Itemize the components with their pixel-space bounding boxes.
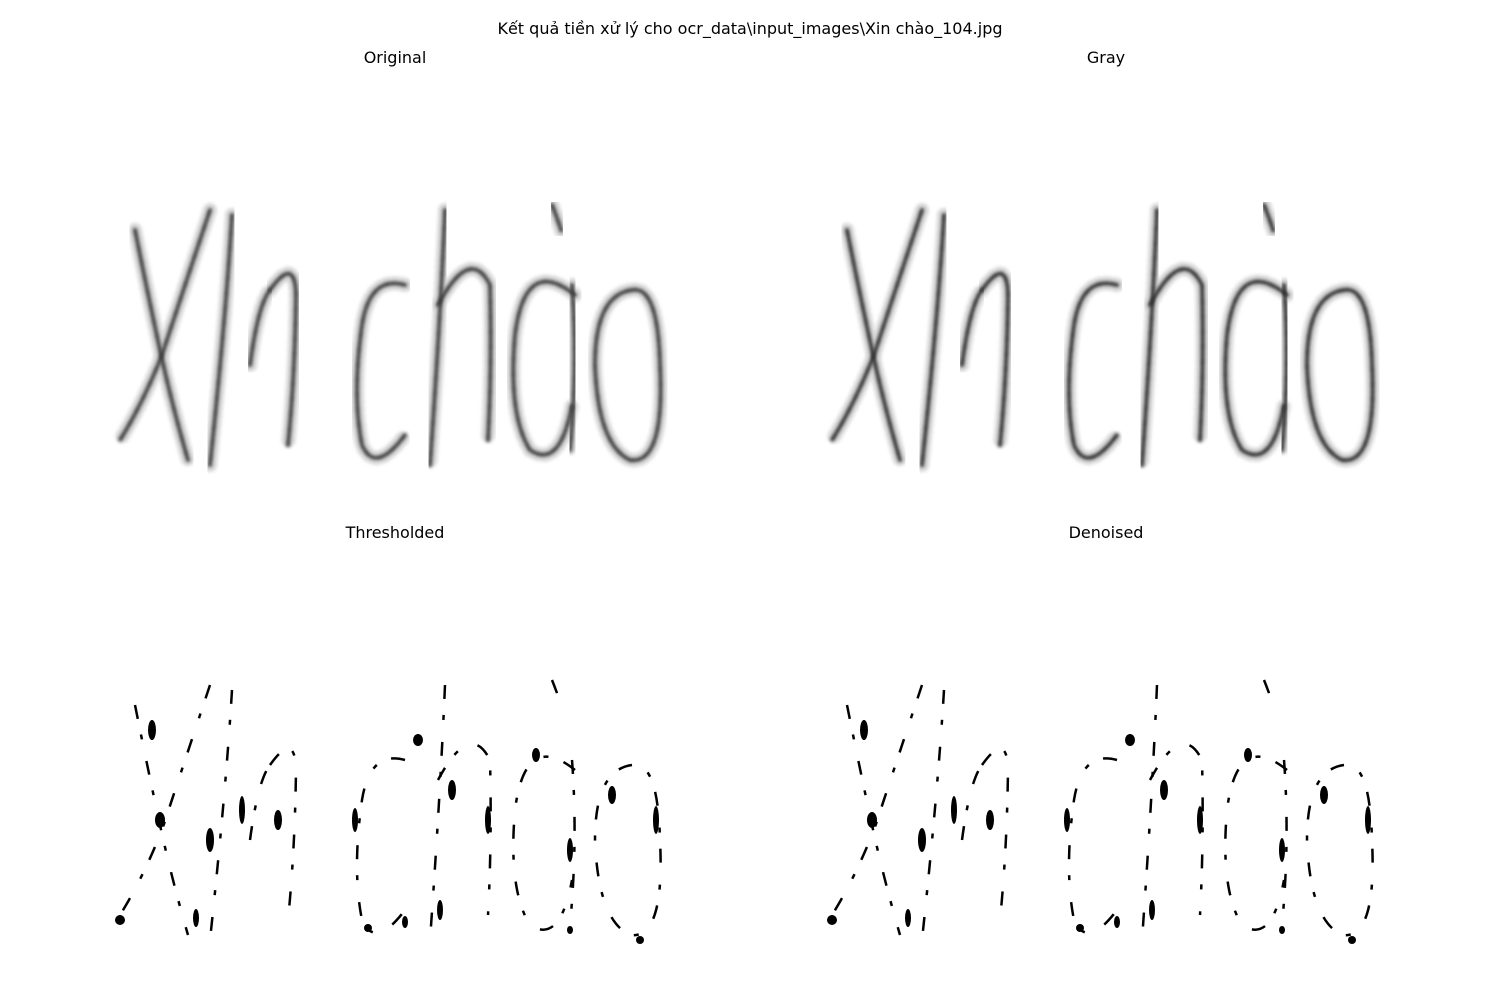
binary-blob	[567, 838, 573, 862]
binary-stroke	[1262, 679, 1276, 709]
binary-blob	[352, 808, 358, 832]
panel-title-denoised: Denoised	[1068, 523, 1144, 542]
binary-blob	[860, 720, 868, 740]
binary-blob	[1149, 900, 1155, 920]
binary-blob	[1244, 748, 1252, 762]
binary-blob	[402, 916, 408, 928]
binary-stroke	[208, 689, 234, 941]
handwriting-stroke	[830, 208, 924, 442]
handwriting-halo	[263, 266, 304, 452]
handwriting-stroke	[248, 288, 272, 367]
handwriting-stroke	[568, 283, 577, 452]
handwriting-stroke	[920, 213, 946, 467]
binary-blob	[567, 926, 573, 934]
binary-stroke	[920, 689, 946, 941]
panel-title-thresholded: Thresholded	[345, 523, 445, 542]
binary-blob	[918, 828, 926, 852]
handwriting-halo	[1299, 282, 1380, 468]
handwriting-stroke	[268, 271, 299, 447]
binary-stroke	[1067, 757, 1118, 935]
binary-stroke	[960, 764, 984, 841]
binary-blob	[905, 909, 911, 927]
binary-blob	[239, 796, 245, 824]
binary-stroke	[1224, 755, 1288, 931]
binary-stroke	[593, 763, 662, 937]
binary-blob	[1125, 734, 1135, 746]
handwriting-halo	[587, 282, 668, 468]
binary-stroke	[1148, 742, 1204, 916]
binary-blob	[148, 720, 156, 740]
handwriting-stroke	[436, 267, 493, 442]
handwriting-stroke	[511, 279, 577, 457]
binary-blob	[364, 924, 372, 932]
binary-blob	[636, 936, 644, 944]
binary-stroke	[428, 684, 447, 941]
binary-blob	[437, 900, 443, 920]
binary-stroke	[355, 757, 406, 935]
thresholded-image	[100, 610, 680, 1000]
handwriting-stroke	[1304, 287, 1375, 463]
handwriting-stroke	[428, 208, 447, 467]
binary-blob	[827, 915, 837, 925]
panel-title-original: Original	[363, 48, 427, 67]
binary-blob	[206, 828, 214, 852]
handwriting-stroke	[1067, 281, 1119, 460]
binary-stroke	[1140, 684, 1159, 941]
binary-stroke	[118, 684, 212, 916]
handwriting-halo	[975, 266, 1016, 452]
binary-blob	[1076, 924, 1084, 932]
binary-blob	[608, 786, 616, 804]
handwriting-stroke	[1262, 203, 1276, 235]
binary-blob	[193, 909, 199, 927]
figure-suptitle: Kết quả tiền xử lý cho ocr_data\input_im…	[497, 19, 1003, 38]
binary-blob	[986, 810, 994, 830]
handwriting-stroke	[845, 228, 902, 462]
binary-stroke	[268, 747, 298, 921]
binary-blob	[1197, 806, 1203, 834]
binary-blob	[1279, 838, 1285, 862]
handwriting-stroke	[1148, 267, 1205, 442]
binary-blob	[951, 796, 957, 824]
binary-blob	[1348, 936, 1356, 944]
binary-blob	[532, 748, 540, 762]
binary-blob	[1320, 786, 1328, 804]
binary-blob	[1160, 780, 1168, 800]
handwriting-stroke	[1140, 208, 1159, 467]
binary-blob	[1365, 806, 1371, 834]
binary-blob	[448, 780, 456, 800]
handwriting-stroke	[208, 213, 234, 467]
binary-blob	[867, 812, 877, 828]
binary-blob	[155, 812, 165, 828]
handwriting-stroke	[1223, 279, 1289, 457]
original-image	[100, 135, 680, 525]
binary-blob	[1064, 808, 1070, 832]
binary-stroke	[568, 759, 576, 926]
binary-stroke	[248, 764, 272, 841]
binary-stroke	[1280, 759, 1288, 926]
handwriting-stroke	[1280, 283, 1289, 452]
binary-stroke	[980, 747, 1010, 921]
binary-stroke	[550, 679, 564, 709]
binary-stroke	[1305, 763, 1374, 937]
binary-blob	[1279, 926, 1285, 934]
handwriting-stroke	[592, 287, 663, 463]
binary-blob	[413, 734, 423, 746]
binary-stroke	[436, 742, 492, 916]
denoised-image	[812, 610, 1392, 1000]
handwriting-stroke	[960, 288, 984, 367]
binary-blob	[653, 806, 659, 834]
binary-blob	[115, 915, 125, 925]
binary-blob	[485, 806, 491, 834]
handwriting-stroke	[550, 203, 564, 235]
handwriting-stroke	[118, 208, 212, 442]
binary-blob	[1114, 916, 1120, 928]
binary-stroke	[830, 684, 924, 916]
handwriting-stroke	[133, 228, 190, 462]
handwriting-stroke	[355, 281, 407, 460]
gray-image	[812, 135, 1392, 525]
handwriting-stroke	[980, 271, 1011, 447]
panel-title-gray: Gray	[1086, 48, 1126, 67]
binary-stroke	[512, 755, 576, 931]
binary-blob	[274, 810, 282, 830]
